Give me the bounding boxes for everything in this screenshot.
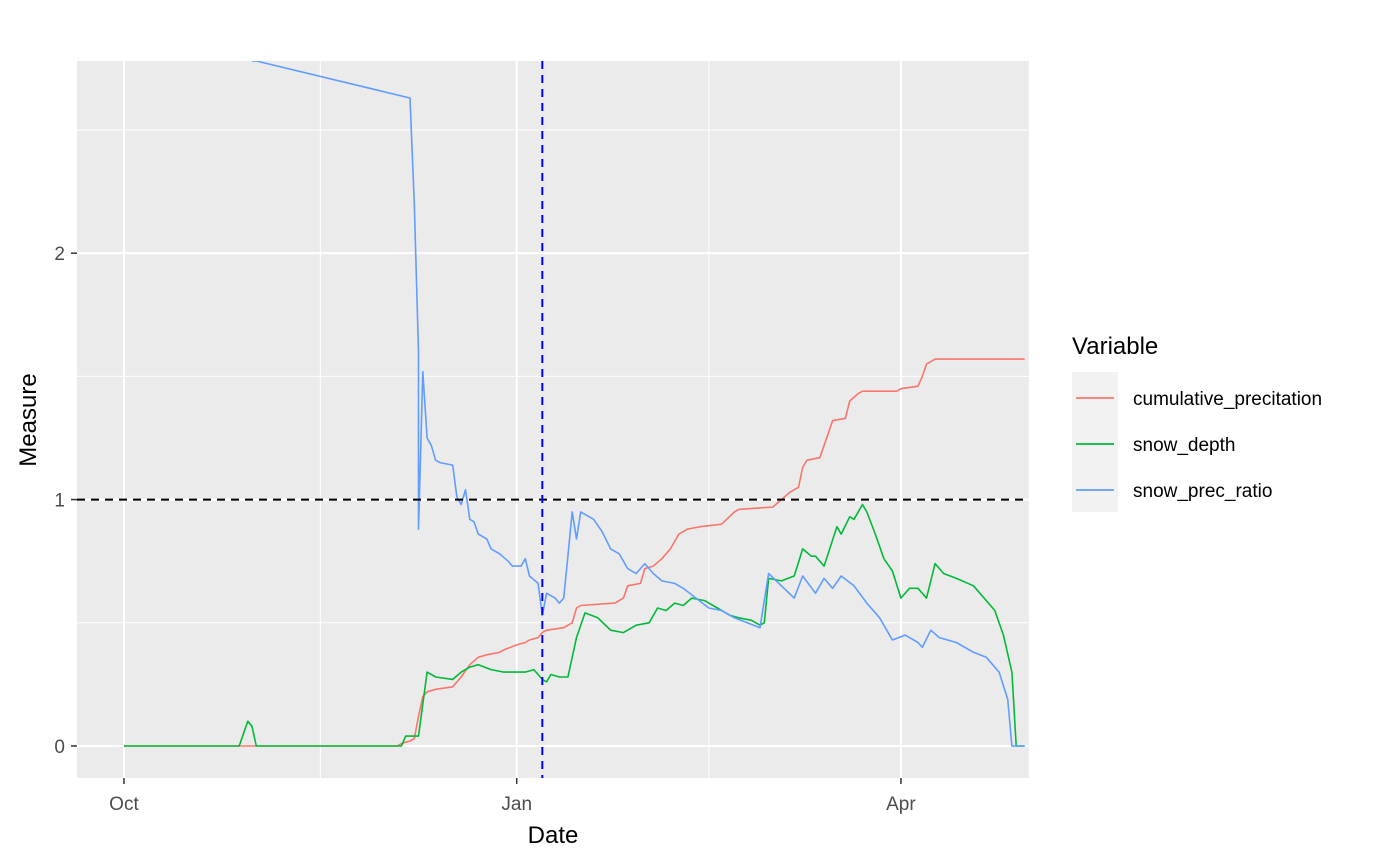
series-line-snow_prec_ratio <box>252 61 1025 747</box>
y-tick-label: 2 <box>54 244 65 265</box>
legend: Variable cumulative_precitation snow_dept… <box>1072 333 1322 512</box>
series-line-snow_depth <box>124 503 1025 747</box>
x-tick-label: Oct <box>109 794 139 815</box>
grid-minor <box>77 61 1029 778</box>
legend-label-snow_prec_ratio: snow_prec_ratio <box>1133 481 1272 502</box>
legend-label-cumulative_precitation: cumulative_precitation <box>1133 389 1322 410</box>
legend-title: Variable <box>1072 333 1158 360</box>
x-tick-label: Apr <box>886 794 916 815</box>
series-lines <box>124 61 1025 747</box>
series-line-cumulative_precitation <box>124 358 1025 747</box>
legend-items: cumulative_precitation snow_depth snow_pre… <box>1076 389 1322 502</box>
x-tick-label: Jan <box>501 794 532 815</box>
x-axis-ticks: Oct Jan Apr <box>109 778 916 815</box>
plot-panel <box>77 61 1029 778</box>
legend-label-snow_depth: snow_depth <box>1133 435 1235 456</box>
y-tick-label: 1 <box>54 491 65 512</box>
legend-key-box <box>1072 372 1118 512</box>
x-axis-title: Date <box>528 822 579 849</box>
y-axis-title: Measure <box>15 373 42 466</box>
y-tick-label: 0 <box>54 737 65 758</box>
y-axis-ticks: 0 1 2 <box>54 244 77 758</box>
